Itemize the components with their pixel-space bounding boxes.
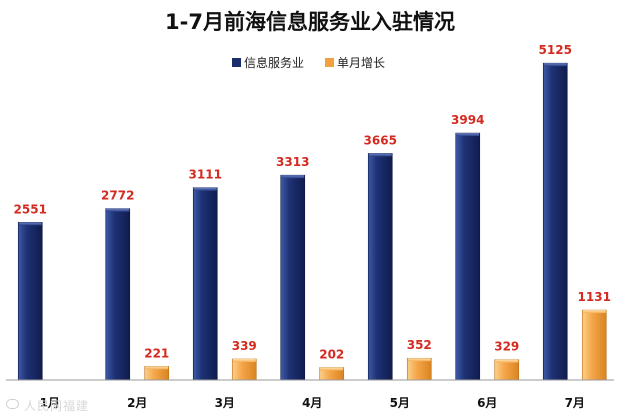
legend-label-info-service: 信息服务业: [244, 55, 304, 70]
bar-cap-monthly-growth-5: [407, 358, 431, 362]
bar-cap-monthly-growth-4: [320, 367, 344, 371]
bar-info-service-5: [367, 153, 393, 381]
watermark-chat-icon: [6, 399, 19, 409]
value-label-info-service-5: 3665: [364, 133, 397, 147]
value-label-info-service-1: 2551: [14, 202, 47, 216]
bar-cap-info-service-4: [281, 175, 305, 179]
bar-info-service-7: [542, 62, 568, 381]
legend-label-monthly-growth: 单月增长: [337, 56, 385, 70]
bar-cap-info-service-2: [106, 208, 130, 212]
bar-info-service-6: [455, 132, 481, 381]
bar-info-service-4: [280, 174, 306, 381]
bars-layer: [17, 62, 607, 381]
chart-title: 1-7月前海信息服务业入驻情况: [165, 10, 455, 34]
value-label-info-service-6: 3994: [451, 113, 484, 127]
x-tick-label-7: 7月: [565, 396, 585, 410]
x-tick-label-5: 5月: [390, 396, 410, 410]
value-label-info-service-2: 2772: [101, 189, 134, 203]
value-label-monthly-growth-2: 221: [144, 346, 169, 360]
bar-monthly-growth-7: [581, 309, 607, 381]
bar-cap-monthly-growth-3: [232, 359, 256, 363]
x-tick-label-2: 2月: [127, 396, 147, 410]
value-label-info-service-4: 3313: [276, 155, 309, 169]
bar-cap-info-service-7: [543, 63, 567, 67]
bar-info-service-1: [17, 222, 43, 381]
value-label-monthly-growth-5: 352: [407, 338, 432, 352]
bar-cap-info-service-3: [193, 187, 217, 191]
legend-swatch-info-service: [232, 58, 241, 67]
bar-cap-info-service-5: [368, 153, 392, 157]
bar-monthly-growth-3: [231, 358, 257, 381]
x-tick-label-3: 3月: [215, 396, 235, 410]
value-label-monthly-growth-4: 202: [319, 348, 344, 362]
bar-info-service-3: [192, 187, 218, 381]
bar-cap-info-service-6: [456, 133, 480, 137]
value-label-monthly-growth-7: 1131: [578, 290, 611, 304]
value-labels-layer: 2551 2772 221 3111 339 3313 202 3665 352 3994 329 5…: [14, 43, 611, 361]
x-axis-tick-labels: 1月 2月 3月 4月 5月 6月 7月: [40, 396, 585, 410]
watermark: 人民网福建: [4, 396, 96, 414]
x-tick-label-1: 1月: [40, 396, 60, 410]
x-tick-label-4: 4月: [302, 396, 322, 410]
value-label-monthly-growth-6: 329: [494, 340, 519, 354]
bar-cap-monthly-growth-6: [495, 359, 519, 363]
bar-monthly-growth-5: [406, 357, 432, 381]
bar-cap-info-service-1: [18, 222, 42, 226]
watermark-text: 人民网福建: [24, 399, 90, 413]
legend: 信息服务业 单月增长: [232, 55, 385, 70]
bar-monthly-growth-6: [494, 359, 520, 381]
legend-swatch-monthly-growth: [325, 58, 334, 67]
value-label-info-service-7: 5125: [539, 43, 572, 57]
value-label-info-service-3: 3111: [189, 168, 222, 182]
bar-cap-monthly-growth-2: [145, 366, 169, 370]
bar-cap-monthly-growth-7: [582, 310, 606, 314]
bar-info-service-2: [105, 208, 131, 381]
value-label-monthly-growth-3: 339: [232, 339, 257, 353]
x-tick-label-6: 6月: [477, 396, 497, 410]
